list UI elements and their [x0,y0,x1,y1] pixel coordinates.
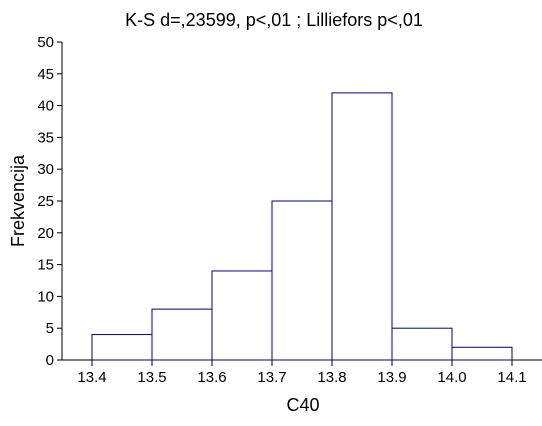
x-tick-label: 14.1 [497,369,526,386]
histogram-bar [391,327,453,361]
x-tick-label: 13.5 [137,369,166,386]
y-tick-label: 30 [37,161,54,178]
y-tick-label: 45 [37,66,54,83]
y-tick-label: 35 [37,129,54,146]
histogram-bar [271,200,333,361]
x-axis-ticks: 13.4 13.5 13.6 13.7 13.8 13.9 14.0 14.1 [77,360,527,386]
y-tick-label: 50 [37,34,54,51]
x-axis-label: C40 [286,395,319,415]
y-tick-label: 40 [37,98,54,115]
histogram-bar [211,270,273,361]
y-axis-ticks: 0 5 10 15 20 25 30 35 40 45 50 [37,34,62,369]
y-tick-label: 20 [37,225,54,242]
x-tick-label: 13.8 [317,369,346,386]
x-tick-label: 13.9 [377,369,406,386]
histogram-bar [331,92,393,361]
y-axis-label: Frekvencija [8,154,28,247]
histogram-bar [151,308,213,361]
x-tick-label: 13.6 [197,369,226,386]
x-tick-label: 13.7 [257,369,286,386]
y-tick-label: 15 [37,257,54,274]
chart-title: K-S d=,23599, p<,01 ; Lilliefors p<,01 [125,10,423,30]
x-tick-label: 14.0 [437,369,466,386]
y-tick-label: 10 [37,288,54,305]
y-tick-label: 5 [46,320,54,337]
histogram-bar [91,334,153,361]
y-tick-label: 25 [37,193,54,210]
x-tick-label: 13.4 [77,369,106,386]
histogram-bar [451,346,513,361]
y-tick-label: 0 [46,352,54,369]
histogram-bars [91,92,513,361]
